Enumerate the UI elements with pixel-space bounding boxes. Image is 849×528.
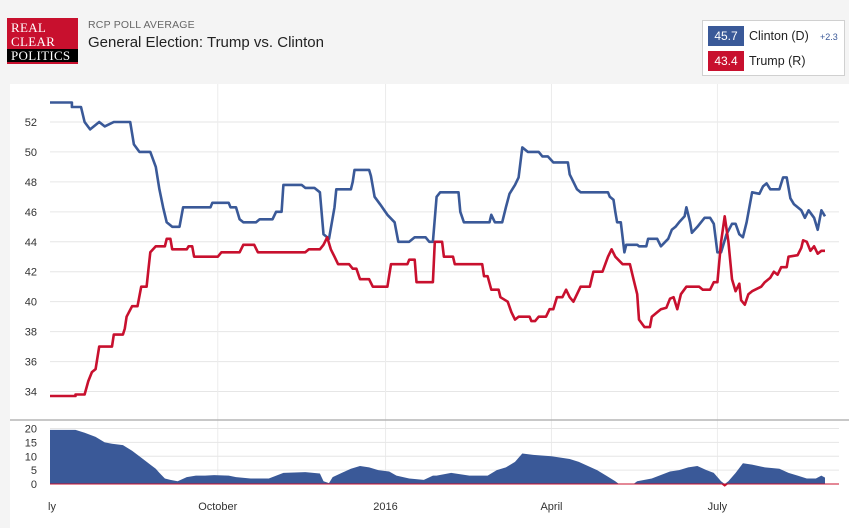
legend-value-clinton: 45.7 bbox=[708, 26, 744, 46]
legend-spread-clinton: +2.3 bbox=[820, 32, 838, 42]
legend: 45.7 Clinton (D) +2.3 43.4 Trump (R) bbox=[702, 20, 845, 76]
x-tick-label-1: October bbox=[198, 501, 237, 513]
y-tick-label-main-48: 48 bbox=[25, 177, 37, 189]
x-tick-label-0: ly bbox=[48, 501, 56, 513]
y-tick-label-main-50: 50 bbox=[25, 147, 37, 159]
chart-subtitle: RCP POLL AVERAGE bbox=[88, 19, 195, 31]
y-tick-label-spread-10: 10 bbox=[25, 451, 37, 463]
rcp-logo[interactable]: REAL CLEAR POLITICS bbox=[7, 18, 78, 64]
y-tick-label-main-52: 52 bbox=[25, 117, 37, 129]
spread-area bbox=[50, 429, 825, 484]
y-tick-label-main-46: 46 bbox=[25, 207, 37, 219]
x-tick-label-2: 2016 bbox=[373, 501, 397, 513]
x-tick-label-4: July bbox=[708, 501, 728, 513]
legend-value-trump: 43.4 bbox=[708, 51, 744, 71]
y-tick-label-main-34: 34 bbox=[25, 387, 37, 399]
legend-name-trump: Trump (R) bbox=[749, 54, 806, 68]
chart-title: General Election: Trump vs. Clinton bbox=[88, 34, 324, 51]
y-tick-label-main-42: 42 bbox=[25, 267, 37, 279]
y-tick-label-main-40: 40 bbox=[25, 297, 37, 309]
y-tick-label-spread-0: 0 bbox=[31, 479, 37, 491]
y-tick-label-main-36: 36 bbox=[25, 357, 37, 369]
legend-name-clinton: Clinton (D) bbox=[749, 29, 809, 43]
logo-line-1: REAL bbox=[11, 20, 47, 35]
y-tick-label-main-44: 44 bbox=[25, 237, 37, 249]
legend-item-clinton[interactable]: 45.7 Clinton (D) +2.3 bbox=[708, 26, 844, 46]
x-tick-label-3: April bbox=[540, 501, 562, 513]
y-tick-label-spread-20: 20 bbox=[25, 424, 37, 436]
logo-line-2: CLEAR bbox=[11, 34, 56, 49]
legend-item-trump[interactable]: 43.4 Trump (R) bbox=[708, 51, 844, 71]
series-line-trump bbox=[50, 215, 825, 398]
series-line-clinton bbox=[50, 101, 827, 254]
header: REAL CLEAR POLITICS RCP POLL AVERAGE Gen… bbox=[0, 0, 849, 84]
y-tick-label-spread-15: 15 bbox=[25, 437, 37, 449]
logo-line-3: POLITICS bbox=[7, 49, 78, 62]
y-tick-label-main-38: 38 bbox=[25, 327, 37, 339]
chart-panel[interactable]: 34 36 38 40 42 44 46 48 50 52 0 5 10 15 20 ly October 201… bbox=[10, 84, 849, 528]
y-tick-label-spread-5: 5 bbox=[31, 465, 37, 477]
